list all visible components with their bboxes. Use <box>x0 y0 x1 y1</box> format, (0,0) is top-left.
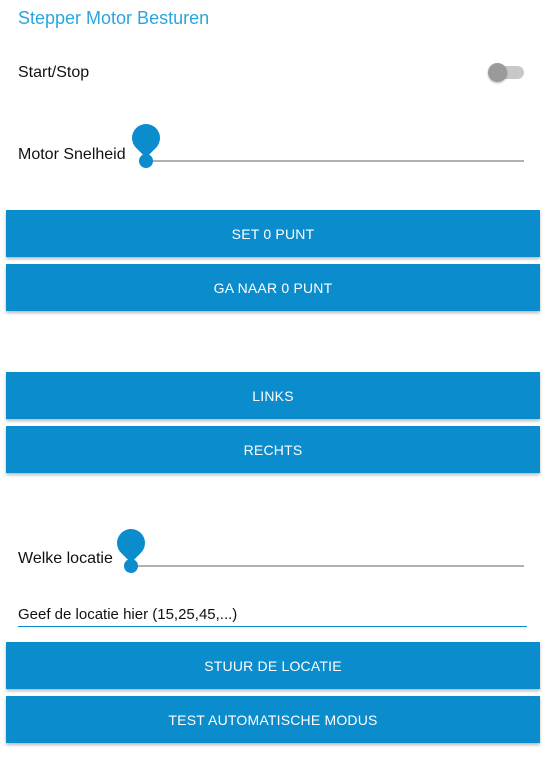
test-automatic-mode-button[interactable]: TEST AUTOMATISCHE MODUS <box>6 696 540 743</box>
start-stop-label: Start/Stop <box>18 64 90 81</box>
slider-value-pin <box>126 118 166 158</box>
slider-track <box>131 565 524 567</box>
motor-speed-slider[interactable] <box>126 118 524 170</box>
location-slider-label: Welke locatie <box>18 550 113 567</box>
left-button[interactable]: LINKS <box>6 372 540 419</box>
location-input[interactable] <box>18 602 527 627</box>
send-location-button[interactable]: STUUR DE LOCATIE <box>6 642 540 689</box>
panel-title: Stepper Motor Besturen <box>18 8 210 28</box>
location-slider[interactable] <box>111 523 524 575</box>
toggle-thumb <box>488 63 507 82</box>
slider-thumb[interactable] <box>124 559 138 573</box>
right-button[interactable]: RECHTS <box>6 426 540 473</box>
go-to-zero-point-button[interactable]: GA NAAR 0 PUNT <box>6 264 540 311</box>
set-zero-point-button[interactable]: SET 0 PUNT <box>6 210 540 257</box>
start-stop-toggle[interactable] <box>488 62 524 82</box>
slider-track <box>146 160 524 162</box>
slider-thumb[interactable] <box>139 154 153 168</box>
motor-speed-label: Motor Snelheid <box>18 146 126 163</box>
slider-value-pin <box>111 523 151 563</box>
